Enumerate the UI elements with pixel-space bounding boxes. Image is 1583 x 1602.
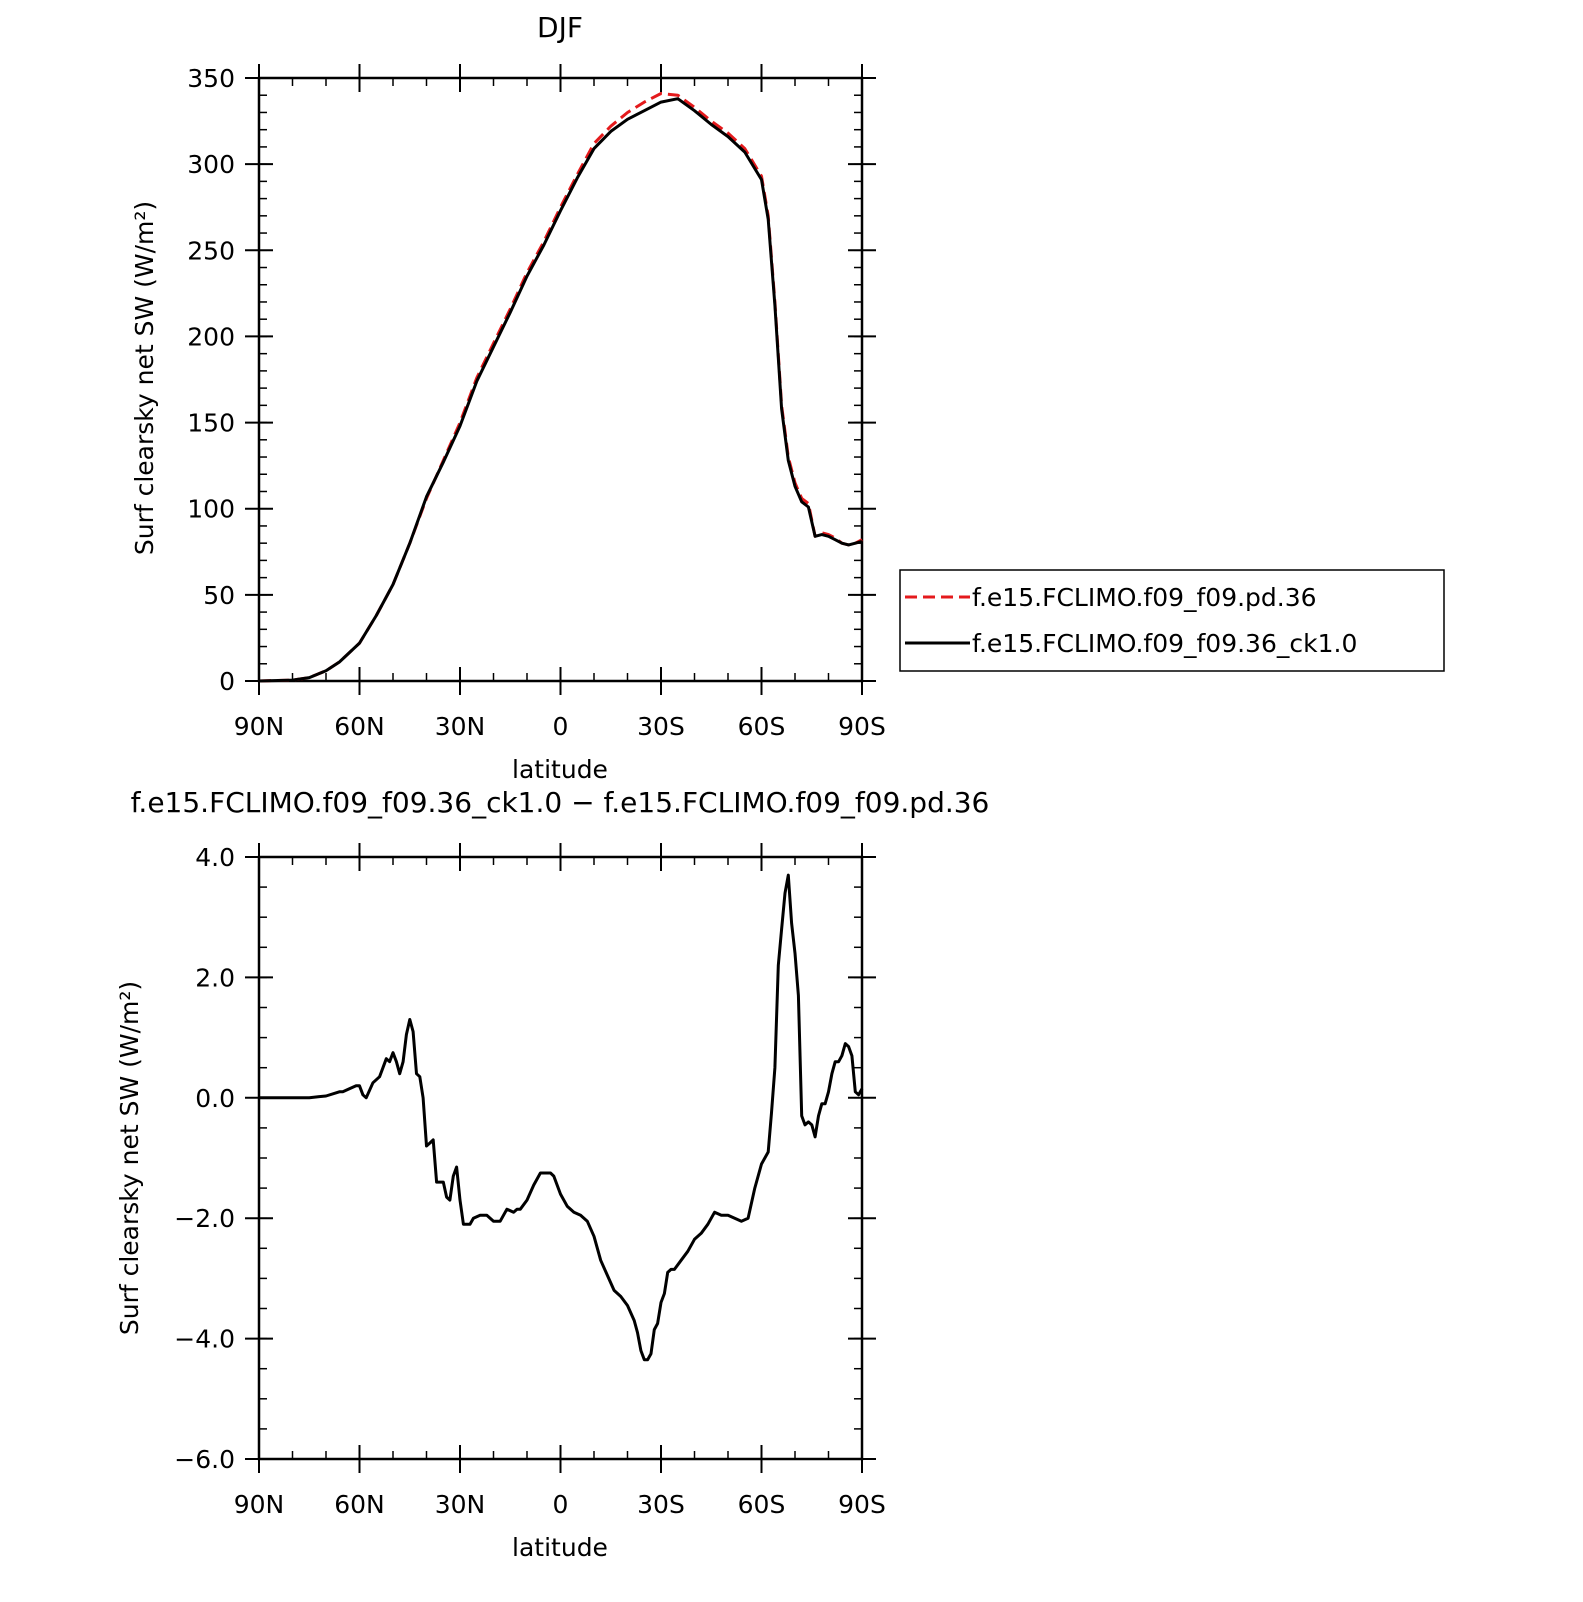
x-tick-label: 90S xyxy=(838,712,886,741)
x-tick-label: 90N xyxy=(234,712,285,741)
top-chart: DJF latitude Surf clearsky net SW (W/m²)… xyxy=(130,11,1445,784)
series-line-2 xyxy=(258,97,863,683)
plot-frame xyxy=(257,855,864,1461)
bottom-chart: f.e15.FCLIMO.f09_f09.36_ck1.0 − f.e15.FC… xyxy=(115,786,989,1562)
x-tick-label: 60N xyxy=(334,1490,385,1519)
x-tick-label: 30N xyxy=(435,1490,486,1519)
y-tick-label: 200 xyxy=(187,322,235,351)
bottom-chart-ylabel: Surf clearsky net SW (W/m²) xyxy=(115,981,144,1335)
y-tick-label: 250 xyxy=(187,236,235,265)
y-tick-label: 300 xyxy=(187,150,235,179)
top-chart-title: DJF xyxy=(537,11,583,44)
x-tick-label: 60S xyxy=(738,1490,786,1519)
top-chart-series xyxy=(258,92,863,683)
y-tick-label: 0 xyxy=(219,667,235,696)
y-tick-label: −6.0 xyxy=(174,1445,235,1474)
bottom-chart-title: f.e15.FCLIMO.f09_f09.36_ck1.0 − f.e15.FC… xyxy=(131,786,990,819)
y-tick-label: 150 xyxy=(187,409,235,438)
bottom-chart-series xyxy=(259,873,864,1362)
x-tick-label: 30S xyxy=(637,1490,685,1519)
top-chart-xlabel: latitude xyxy=(512,755,608,784)
legend-box xyxy=(899,569,1445,672)
top-chart-axes: 90N 60N 30N 0 30S 60S 90S 0 50 100 150 200 250 300 350 xyxy=(187,64,886,741)
y-tick-label: 350 xyxy=(187,64,235,93)
x-tick-label: 0 xyxy=(553,712,569,741)
series-line-1 xyxy=(259,873,864,1362)
plot-frame xyxy=(257,76,864,683)
legend: f.e15.FCLIMO.f09_f09.pd.36 f.e15.FCLIMO.… xyxy=(899,569,1445,672)
y-tick-label: 100 xyxy=(187,495,235,524)
series-line-1 xyxy=(258,92,863,683)
y-tick-label: 2.0 xyxy=(195,963,235,992)
x-tick-label: 30N xyxy=(435,712,486,741)
x-tick-label: 90N xyxy=(234,1490,285,1519)
legend-label-series-2: f.e15.FCLIMO.f09_f09.36_ck1.0 xyxy=(972,629,1357,658)
y-tick-label: 4.0 xyxy=(195,843,235,872)
x-tick-label: 60S xyxy=(738,712,786,741)
y-tick-label: −2.0 xyxy=(174,1204,235,1233)
x-tick-label: 60N xyxy=(334,712,385,741)
legend-label-series-1: f.e15.FCLIMO.f09_f09.pd.36 xyxy=(972,583,1317,612)
y-tick-label: 0.0 xyxy=(195,1084,235,1113)
x-tick-label: 30S xyxy=(637,712,685,741)
x-tick-label: 0 xyxy=(553,1490,569,1519)
bottom-chart-xlabel: latitude xyxy=(512,1533,608,1562)
x-tick-label: 90S xyxy=(838,1490,886,1519)
y-tick-label: 50 xyxy=(203,581,235,610)
y-tick-label: −4.0 xyxy=(174,1325,235,1354)
top-chart-ylabel: Surf clearsky net SW (W/m²) xyxy=(130,201,159,555)
